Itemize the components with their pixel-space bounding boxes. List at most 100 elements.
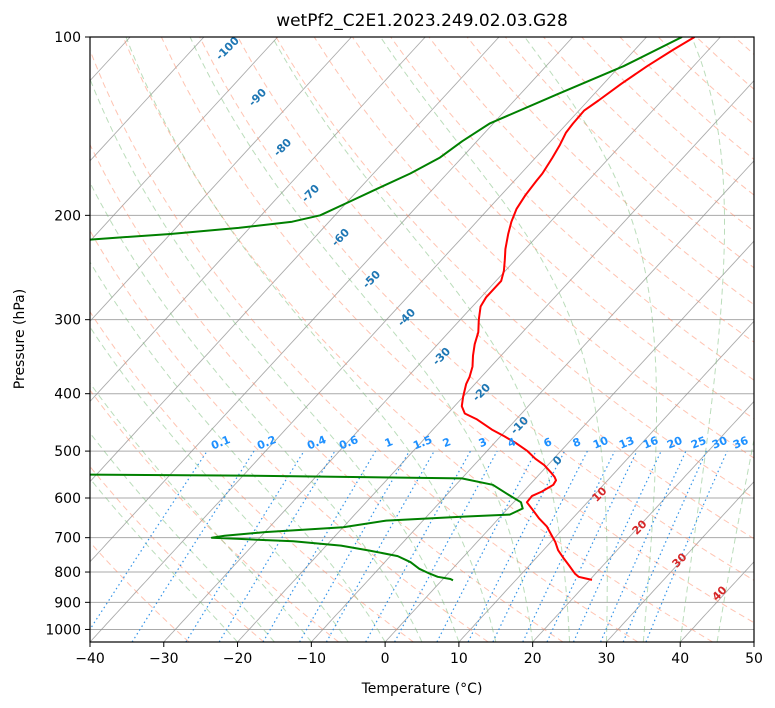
moist-adiabat-line xyxy=(90,326,349,642)
x-tick-label: 0 xyxy=(381,651,390,667)
isotherm-line xyxy=(0,37,56,642)
mixing-ratio-line xyxy=(365,450,472,642)
moist-adiabat-line xyxy=(271,37,571,642)
mixing-ratio-line xyxy=(522,450,616,642)
mixing-ratio-label: 25 xyxy=(689,434,708,452)
dewpoint-profile-line xyxy=(90,37,683,582)
adiabat-label: -100 xyxy=(213,34,242,63)
moist-adiabat-line xyxy=(90,261,386,642)
dry-adiabat-line xyxy=(199,37,754,581)
mixing-ratio-line xyxy=(600,450,687,642)
mixing-ratio-line xyxy=(299,450,410,642)
mixing-ratio-line xyxy=(572,450,662,642)
y-tick-label: 700 xyxy=(54,531,81,547)
mixing-ratio-line xyxy=(262,450,377,642)
moist-adiabat-line xyxy=(90,432,275,642)
dry-adiabat-line xyxy=(122,37,713,642)
mixing-ratio-line xyxy=(394,450,498,642)
moist-adiabat-line xyxy=(90,181,423,642)
mixing-ratio-label: 1.5 xyxy=(411,433,434,452)
isotherm-line xyxy=(606,480,754,642)
moist-adiabat-line xyxy=(189,37,534,642)
dry-adiabat-line xyxy=(90,465,265,642)
dry-adiabat-line xyxy=(90,541,190,642)
y-tick-label: 400 xyxy=(54,387,81,403)
mixing-ratio-label: 0.2 xyxy=(255,433,278,452)
adiabat-label: 10 xyxy=(590,484,610,504)
mixing-ratio-label: 30 xyxy=(710,434,729,452)
x-tick-label: 30 xyxy=(598,651,616,667)
adiabat-label: 0 xyxy=(550,453,565,468)
moist-adiabat-line xyxy=(90,477,238,642)
dry-adiabat-line xyxy=(428,37,754,343)
dry-adiabat-line xyxy=(696,37,754,90)
isotherm-line xyxy=(310,160,754,642)
dry-adiabat-line xyxy=(237,37,754,540)
dry-adiabat-line xyxy=(90,48,639,642)
mixing-ratio-label: 3 xyxy=(477,435,489,450)
dry-adiabat-line xyxy=(275,37,754,499)
x-tick-label: −20 xyxy=(223,651,253,667)
dry-adiabat-line xyxy=(313,37,754,459)
dry-adiabat-line xyxy=(90,389,339,642)
mixing-ratio-label: 20 xyxy=(665,434,684,452)
dry-adiabat-line xyxy=(734,37,754,56)
isotherm-line xyxy=(90,37,279,242)
x-axis-label: Temperature (°C) xyxy=(361,681,483,697)
adiabat-label: -70 xyxy=(299,182,322,205)
isotherm-line xyxy=(458,320,754,642)
moist-adiabat-line xyxy=(125,37,497,642)
mixing-ratio-line xyxy=(90,450,208,631)
mixing-ratio-label: 10 xyxy=(591,434,610,452)
dry-adiabat-line xyxy=(504,37,754,269)
y-tick-label: 900 xyxy=(54,595,81,611)
dry-adiabat-line xyxy=(390,37,754,381)
mixing-ratio-line xyxy=(467,450,566,642)
temperature-profile-line xyxy=(460,37,696,581)
mixing-ratio-label: 13 xyxy=(617,434,636,452)
mixing-ratio-label: 0.1 xyxy=(209,433,232,452)
mixing-ratio-label: 0.4 xyxy=(305,433,328,452)
mixing-ratio-label: 1 xyxy=(383,435,395,450)
mixing-ratio-line xyxy=(218,450,336,642)
mixing-ratio-label: 36 xyxy=(731,434,750,452)
x-tick-label: −10 xyxy=(297,651,327,667)
mixing-ratio-label: 16 xyxy=(641,434,660,452)
x-tick-label: 20 xyxy=(524,651,542,667)
adiabat-label: -20 xyxy=(470,381,493,404)
moist-adiabat-line xyxy=(90,382,312,642)
adiabat-label: -30 xyxy=(430,345,453,368)
x-tick-label: 50 xyxy=(745,651,763,667)
dry-adiabat-line xyxy=(351,37,754,420)
dry-adiabat-line xyxy=(466,37,754,306)
moist-adiabat-line xyxy=(524,37,657,642)
mixing-ratio-line xyxy=(185,450,305,642)
mixing-ratio-label: 8 xyxy=(571,435,583,450)
adiabat-label: -90 xyxy=(246,86,269,109)
isotherm-line xyxy=(90,37,500,483)
x-tick-label: 10 xyxy=(450,651,468,667)
dry-adiabat-line xyxy=(90,143,564,642)
axes: −40 −30 −20 −10 0 10 20 30 40 5010020030040050060… xyxy=(45,30,763,667)
dry-adiabat-line xyxy=(90,229,489,642)
adiabat-label: 40 xyxy=(710,583,730,603)
y-tick-label: 1000 xyxy=(45,622,81,638)
mixing-ratio-line xyxy=(645,450,728,642)
mixing-ratio-label: 2 xyxy=(441,435,453,450)
x-tick-label: −30 xyxy=(149,651,179,667)
mixing-ratio-line xyxy=(546,450,638,642)
adiabat-label: 30 xyxy=(670,550,690,570)
isotherm-line xyxy=(90,37,574,563)
moist-adiabat-line xyxy=(679,37,725,642)
isotherm-line xyxy=(163,37,721,642)
adiabat-label: -50 xyxy=(360,268,383,291)
adiabat-label: -60 xyxy=(329,226,352,249)
y-axis-label: Pressure (hPa) xyxy=(12,289,28,389)
adiabat-label: -10 xyxy=(508,414,531,437)
adiabat-label: -80 xyxy=(271,136,294,159)
mixing-ratio-label: 0.6 xyxy=(337,433,360,452)
adiabat-label: 20 xyxy=(630,517,650,537)
y-tick-label: 500 xyxy=(54,444,81,460)
y-tick-label: 100 xyxy=(54,30,81,46)
